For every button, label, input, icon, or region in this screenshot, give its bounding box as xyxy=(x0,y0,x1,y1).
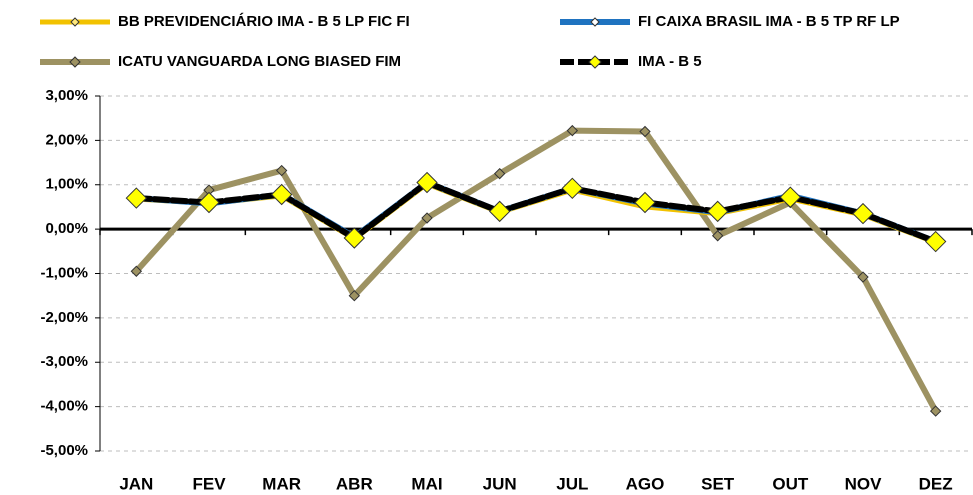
y-tick-label: -3,00% xyxy=(40,353,88,370)
series-line xyxy=(133,127,939,415)
x-tick-label: SET xyxy=(701,474,735,493)
y-tick-label: 3,00% xyxy=(45,87,88,104)
legend-marker xyxy=(590,17,600,27)
x-tick-label: OUT xyxy=(772,474,809,493)
legend-label: BB PREVIDENCIÁRIO IMA - B 5 LP FIC FI xyxy=(118,13,410,30)
marker xyxy=(270,183,293,206)
legend-label: ICATU VANGUARDA LONG BIASED FIM xyxy=(118,53,401,70)
legend-marker xyxy=(588,55,602,69)
y-tick-label: -2,00% xyxy=(40,309,88,326)
x-tick-label: MAI xyxy=(411,474,442,493)
legend-marker xyxy=(69,56,81,68)
marker xyxy=(634,191,656,214)
x-tick-label: FEV xyxy=(192,474,226,493)
marker xyxy=(929,405,942,417)
x-tick-label: ABR xyxy=(336,474,373,493)
marker xyxy=(566,124,579,137)
marker xyxy=(348,289,361,302)
y-tick-label: 1,00% xyxy=(45,176,88,193)
marker xyxy=(706,200,729,223)
legend-label: IMA - B 5 xyxy=(638,53,702,70)
y-tick-label: -5,00% xyxy=(40,442,88,459)
marker xyxy=(343,227,366,249)
legend-label: FI CAIXA BRASIL IMA - B 5 TP RF LP xyxy=(638,13,900,30)
y-tick-label: -4,00% xyxy=(40,398,88,415)
x-tick-label: DEZ xyxy=(919,474,953,493)
marker xyxy=(857,271,869,283)
x-tick-label: JAN xyxy=(119,474,153,493)
x-tick-label: JUN xyxy=(483,474,517,493)
y-tick-label: 2,00% xyxy=(45,131,88,148)
marker xyxy=(130,265,143,277)
x-tick-label: AGO xyxy=(626,474,665,493)
x-tick-label: NOV xyxy=(845,474,883,493)
marker xyxy=(416,171,438,194)
marker xyxy=(924,230,947,253)
marker xyxy=(852,202,874,225)
y-tick-label: -1,00% xyxy=(40,264,88,281)
marker xyxy=(493,167,506,180)
marker xyxy=(125,187,148,209)
y-tick-label: 0,00% xyxy=(45,220,88,237)
marker xyxy=(275,164,288,177)
x-tick-label: JUL xyxy=(556,474,588,493)
x-tick-label: MAR xyxy=(262,474,301,493)
marker xyxy=(488,200,511,223)
marker xyxy=(779,186,802,208)
marker xyxy=(639,125,651,138)
series-line xyxy=(133,179,939,245)
marker xyxy=(198,191,220,214)
marker xyxy=(421,212,433,224)
marker xyxy=(561,177,584,200)
legend-marker xyxy=(70,17,80,27)
marker xyxy=(711,230,724,242)
